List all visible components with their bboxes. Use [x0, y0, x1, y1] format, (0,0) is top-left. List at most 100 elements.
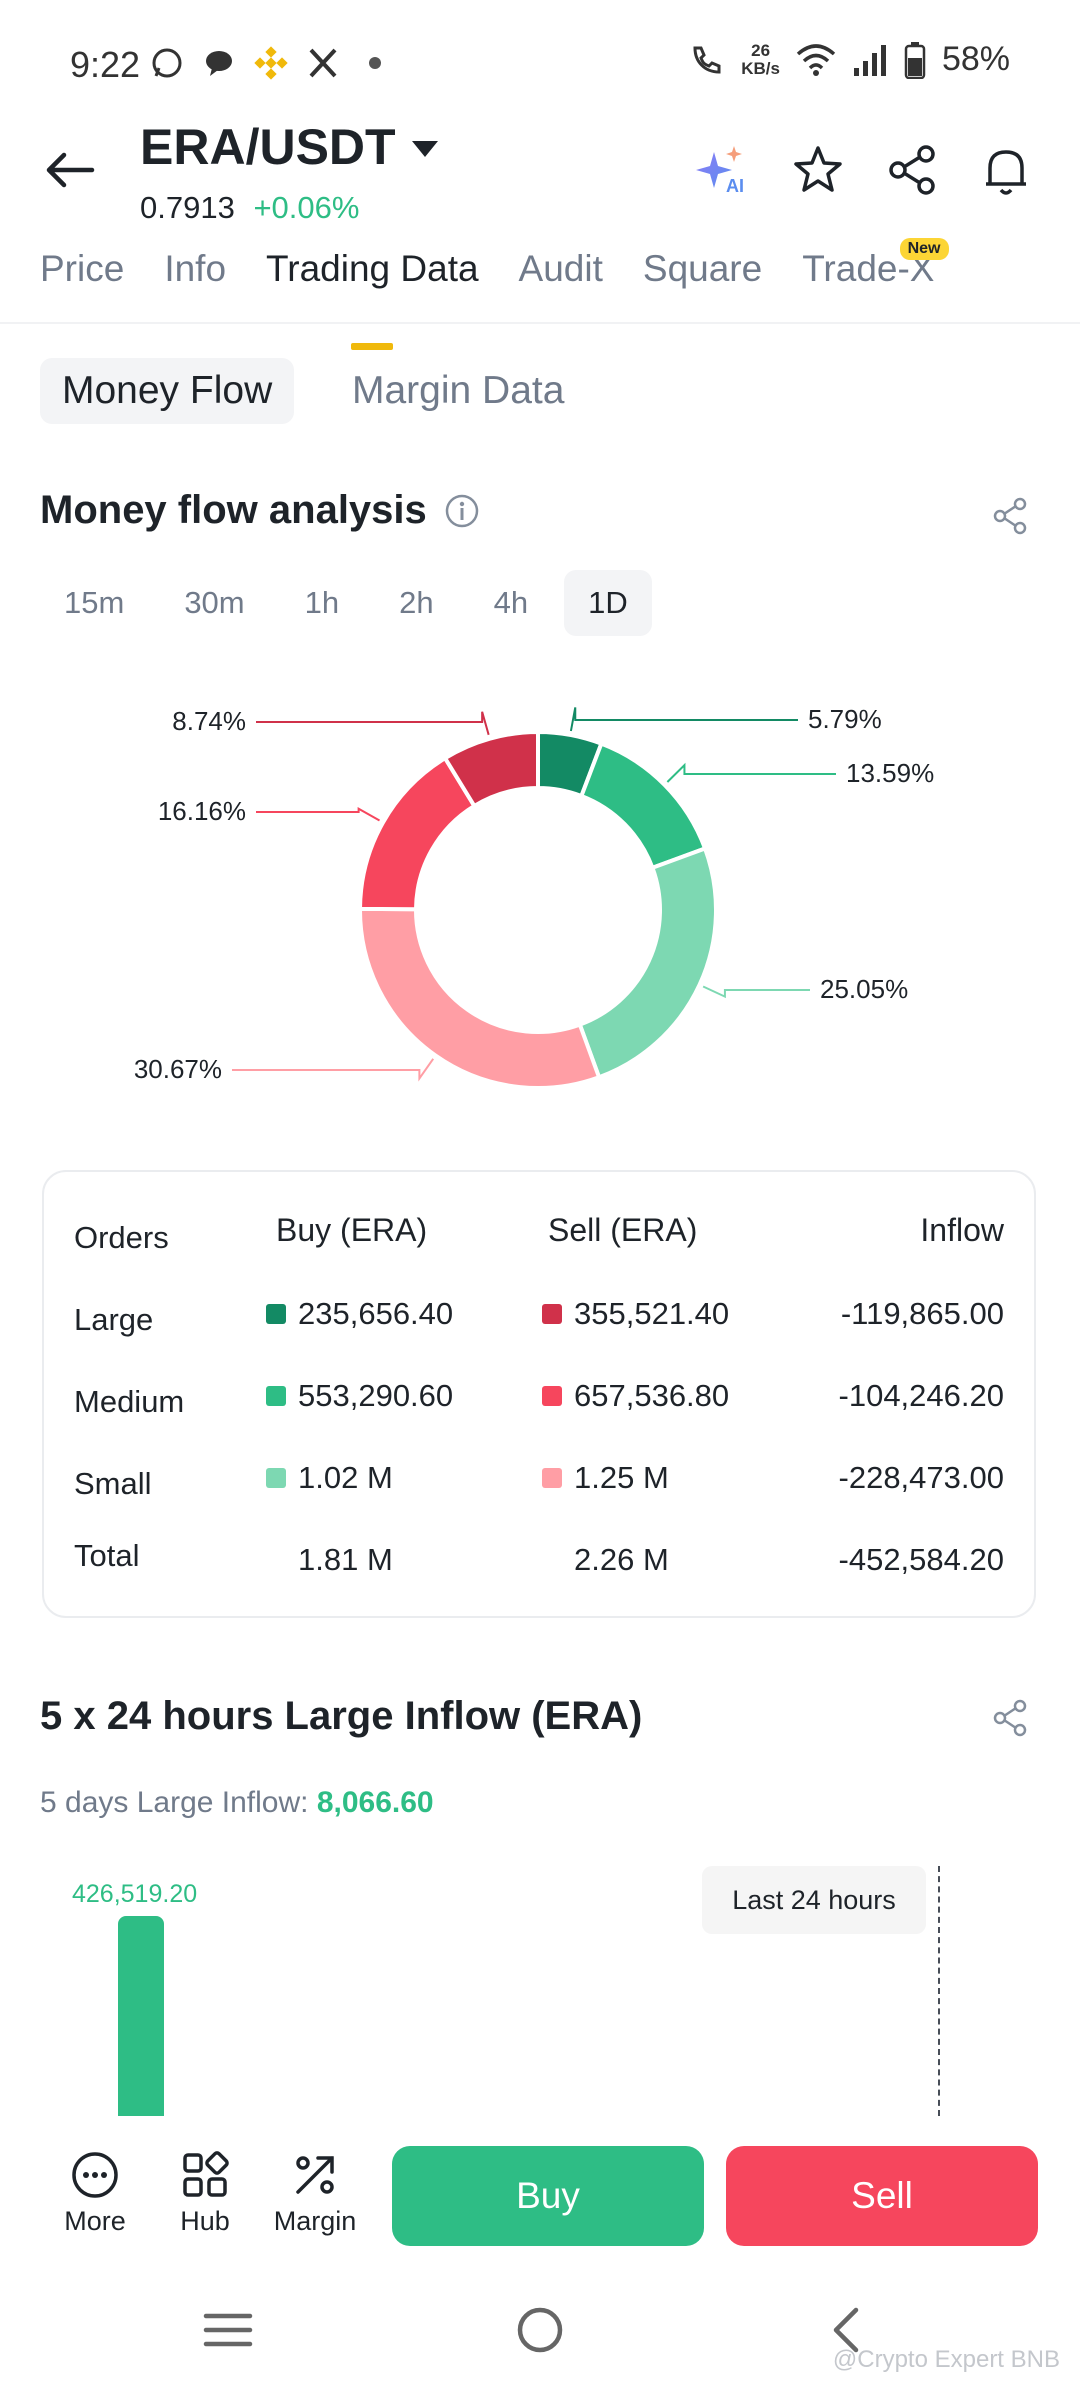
pair-name: ERA/USDT	[140, 119, 396, 175]
tab-info[interactable]: Info	[164, 248, 227, 289]
header-sell: Sell (ERA)	[548, 1212, 698, 1248]
crosshair-line	[938, 1866, 940, 2116]
interval-1d[interactable]: 1D	[564, 570, 652, 636]
large-inflow-subtitle-value: 8,066.60	[316, 1786, 434, 1819]
interval-1h[interactable]: 1h	[304, 585, 340, 620]
interval-selector: 15m 30m 1h 2h 4h 1D	[40, 570, 652, 636]
sell-medium-swatch	[542, 1386, 562, 1406]
buy-large-swatch	[266, 1304, 286, 1324]
pair-selector[interactable]: ERA/USDT	[140, 118, 438, 176]
large-inflow-title: 5 x 24 hours Large Inflow (ERA)	[40, 1694, 643, 1738]
buy-small-swatch	[266, 1468, 286, 1488]
row-large-buy: 235,656.40	[266, 1296, 453, 1332]
watermark: @Crypto Expert BNB	[832, 2346, 1060, 2373]
back-nav-icon[interactable]	[818, 2300, 878, 2360]
buy-button[interactable]: Buy	[392, 2146, 704, 2246]
tab-trade-x[interactable]: Trade-X New	[802, 238, 949, 318]
money-flow-share-icon[interactable]	[988, 494, 1032, 538]
sell-button[interactable]: Sell	[726, 2146, 1038, 2246]
last-24-hours-tooltip: Last 24 hours	[702, 1866, 926, 1934]
donut-leader-5	[256, 711, 490, 736]
row-large-name: Large	[74, 1302, 154, 1337]
last-price: 0.7913	[140, 190, 235, 225]
margin-action[interactable]: Margin	[265, 2150, 365, 2237]
margin-label: Margin	[273, 2206, 357, 2236]
money-flow-donut-chart: 5.79% 13.59% 25.05% 30.67% 16.16% 8.74%	[134, 704, 934, 1090]
svg-text:AI: AI	[726, 176, 744, 196]
donut-slice-2	[577, 845, 718, 1080]
tab-audit[interactable]: Audit	[518, 248, 603, 289]
row-large-sell: 355,521.40	[542, 1296, 729, 1332]
donut-label-5: 8.74%	[172, 706, 246, 736]
star-icon[interactable]	[788, 140, 848, 200]
signal-icon	[853, 44, 886, 76]
row-total-sell: 2.26 M	[574, 1542, 669, 1577]
info-icon[interactable]	[443, 492, 481, 530]
tabs-divider	[0, 322, 1080, 324]
donut-label-3: 30.67%	[134, 1054, 222, 1084]
donut-label-2: 25.05%	[820, 974, 908, 1004]
price-line: 0.7913 +0.06%	[140, 190, 359, 226]
inflow-bar[interactable]	[118, 1916, 164, 2116]
donut-label-4: 16.16%	[158, 796, 246, 826]
donut-label-1: 13.59%	[846, 758, 934, 788]
donut-slice-5	[442, 729, 540, 809]
share-icon[interactable]	[882, 140, 942, 200]
large-inflow-subtitle: 5 days Large Inflow: 8,066.60	[40, 1786, 434, 1820]
main-tabs: Price Info Trading Data Audit Square Tra…	[40, 238, 949, 318]
hub-action[interactable]: Hub	[155, 2150, 255, 2237]
subtab-money-flow[interactable]: Money Flow	[40, 358, 295, 424]
caret-down-icon	[411, 141, 438, 157]
more-action[interactable]: More	[45, 2150, 145, 2237]
header-buy: Buy (ERA)	[276, 1212, 428, 1248]
margin-icon	[296, 2156, 334, 2194]
interval-15m[interactable]: 15m	[64, 585, 125, 620]
row-small-sell: 1.25 M	[542, 1460, 669, 1496]
money-flow-title: Money flow analysis	[40, 488, 427, 532]
status-time: 9:22	[70, 44, 141, 85]
wifi-icon	[796, 43, 836, 76]
large-inflow-subtitle-label: 5 days Large Inflow:	[40, 1786, 309, 1819]
home-icon[interactable]	[510, 2300, 570, 2360]
row-medium-name: Medium	[74, 1384, 185, 1419]
hub-label: Hub	[180, 2206, 230, 2236]
subtab-margin-data[interactable]: Margin Data	[352, 369, 565, 412]
money-flow-header: Money flow analysis	[40, 488, 481, 533]
interval-2h[interactable]: 2h	[399, 585, 434, 620]
menu-icon[interactable]	[198, 2300, 258, 2360]
donut-label-0: 5.79%	[808, 704, 882, 734]
x-icon	[309, 48, 337, 78]
tab-price[interactable]: Price	[40, 248, 125, 289]
interval-4h[interactable]: 4h	[493, 585, 529, 620]
ai-sparkle-icon[interactable]: AI	[692, 140, 752, 200]
header-inflow: Inflow	[920, 1212, 1004, 1248]
large-inflow-share-icon[interactable]	[988, 1696, 1032, 1740]
row-medium-sell: 657,536.80	[542, 1378, 729, 1414]
whatsapp-icon	[152, 48, 182, 78]
tab-square[interactable]: Square	[642, 248, 763, 289]
interval-30m[interactable]: 30m	[184, 585, 245, 620]
buy-medium-swatch	[266, 1386, 286, 1406]
donut-leader-0	[569, 707, 798, 732]
more-label: More	[64, 2206, 126, 2236]
tab-trading-data[interactable]: Trading Data	[266, 248, 479, 318]
price-change: +0.06%	[253, 190, 360, 225]
row-small-name: Small	[74, 1466, 152, 1501]
sell-large-swatch	[542, 1304, 562, 1324]
back-arrow-icon[interactable]	[40, 140, 100, 200]
row-small-inflow: -228,473.00	[838, 1460, 1004, 1495]
bell-icon[interactable]	[976, 140, 1036, 200]
row-total-inflow: -452,584.20	[838, 1542, 1004, 1577]
header-orders: Orders	[74, 1220, 169, 1255]
donut-slice-3	[358, 906, 602, 1090]
row-large-inflow: -119,865.00	[840, 1296, 1004, 1331]
binance-icon	[254, 46, 288, 80]
donut-leader-4	[256, 807, 381, 822]
call-icon	[693, 46, 721, 74]
sell-small-swatch	[542, 1468, 562, 1488]
donut-leader-1	[666, 762, 836, 783]
donut-leader-3	[232, 1058, 435, 1082]
money-flow-table: Orders Buy (ERA) Sell (ERA) Inflow Large…	[42, 1170, 1036, 1618]
row-small-buy: 1.02 M	[266, 1460, 393, 1496]
row-total-buy: 1.81 M	[298, 1542, 393, 1577]
